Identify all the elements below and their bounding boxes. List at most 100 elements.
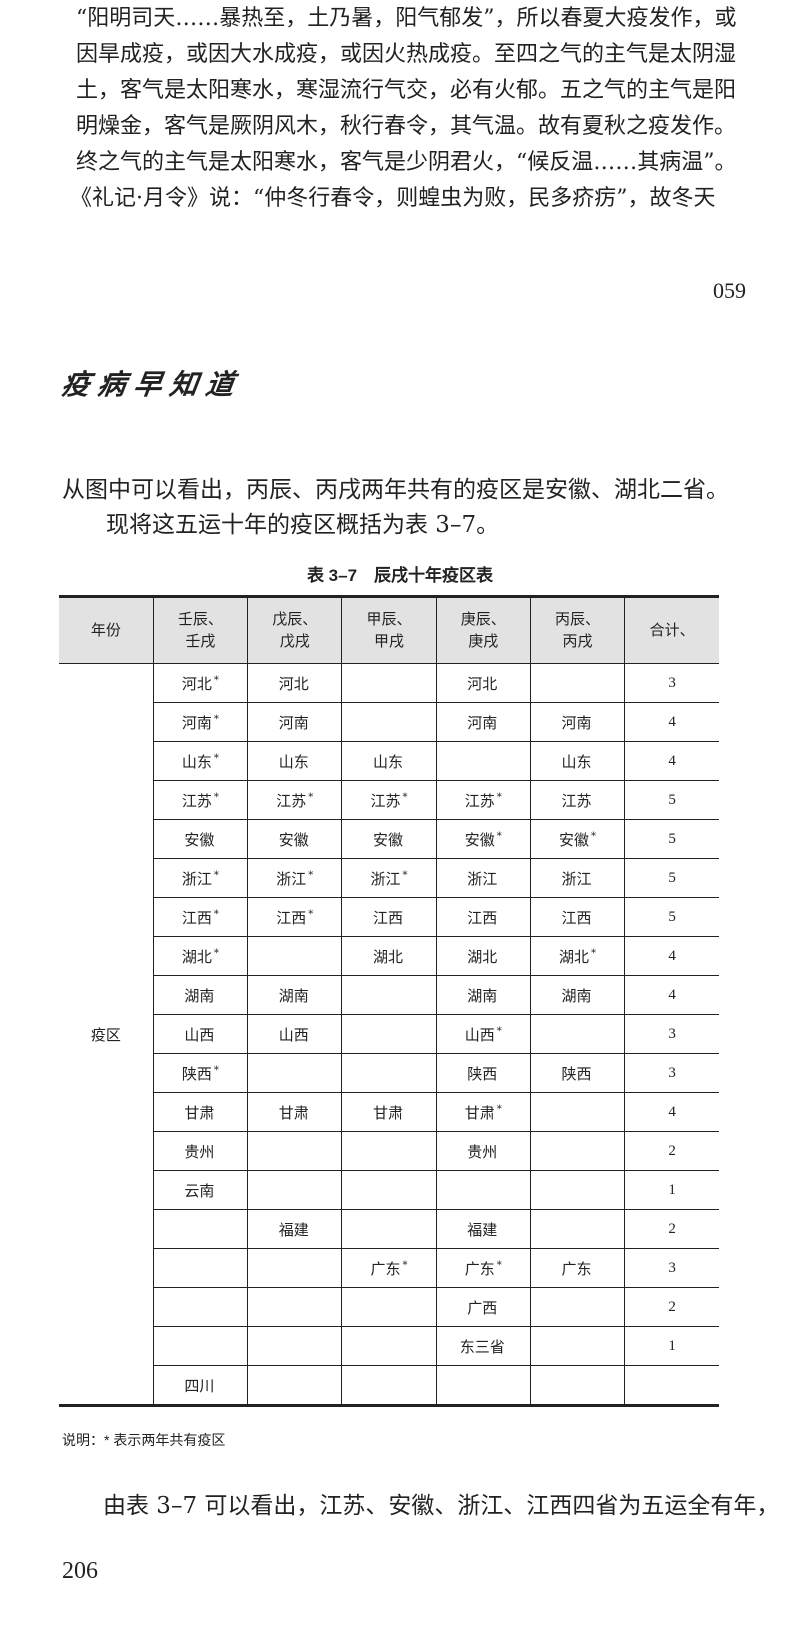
cell-text: 甘肃 <box>464 1103 495 1122</box>
cell-text: 甘肃 <box>372 1103 403 1122</box>
cell-text: 河北 <box>181 674 212 693</box>
column-header: 庚辰、 庚戌 <box>435 595 531 664</box>
table-cell: 河南 <box>435 702 531 742</box>
table-cell <box>152 1209 249 1249</box>
table-cell: 浙江 * <box>152 858 249 898</box>
text-line: 明燥金，客气是厥阴风木，秋行春令，其气温。故有夏秋之疫发作。 <box>76 114 737 139</box>
table-cell: 福建 <box>247 1209 343 1249</box>
shared-mark: * <box>213 1064 219 1076</box>
table-cell <box>529 1287 626 1327</box>
table-cell: 江西 * <box>247 897 343 937</box>
total-cell: 4 <box>624 975 719 1015</box>
shared-mark: * <box>402 869 408 881</box>
cell-text: 陕西 <box>181 1064 212 1083</box>
table-cell: 湖南 <box>152 975 249 1015</box>
table-cell: 江苏 <box>529 780 626 820</box>
table-cell: 江苏 * <box>341 780 437 820</box>
text-line: 因旱成疫，或因大水成疫，或因火热成疫。至四之气的主气是太阴湿 <box>76 42 737 67</box>
shared-mark: * <box>213 791 219 803</box>
book-header-title: 疫病早知道 <box>59 368 245 401</box>
table-cell <box>529 1092 626 1132</box>
total-cell <box>624 1365 719 1407</box>
page-number-bottom: 206 <box>62 1558 98 1584</box>
cell-text: 浙江 <box>561 869 592 888</box>
cell-text: 江苏 <box>181 791 212 810</box>
table-cell: 山西 <box>247 1014 343 1054</box>
shared-mark: * <box>213 713 219 725</box>
table-cell: 浙江 <box>435 858 531 898</box>
shared-mark: * <box>213 947 219 959</box>
table-row: 东三省 1 <box>59 1326 719 1366</box>
cell-text: 浙江 <box>276 869 307 888</box>
table-cell <box>341 1326 437 1366</box>
text-line: 终之气的主气是太阳寒水，客气是少阴君火，“候反温……其病温”。 <box>76 150 737 175</box>
closing-line: 由表 3–7 可以看出，江苏、安徽、浙江、江西四省为五运全有年， <box>103 1493 780 1519</box>
text-line: “阳明司天……暴热至，土乃暑，阳气郁发”，所以春夏大疫发作，或 <box>76 6 737 31</box>
total-cell: 3 <box>624 1053 719 1093</box>
table-cell <box>529 663 626 703</box>
table-cell: 江西 * <box>152 897 249 937</box>
shared-mark: * <box>402 791 408 803</box>
table-cell: 浙江 <box>529 858 626 898</box>
cell-text: 湖南 <box>184 986 215 1005</box>
cell-text: 河北 <box>278 674 309 693</box>
table-row: 陕西 * 陕西 陕西 3 <box>59 1053 719 1093</box>
body-line: 现将这五运十年的疫区概括为表 3–7。 <box>106 512 500 538</box>
total-cell: 1 <box>624 1170 719 1210</box>
table-row: 四川 <box>59 1365 719 1407</box>
shared-mark: * <box>496 1103 502 1115</box>
table-cell <box>341 1365 437 1407</box>
cell-text: 江西 <box>181 908 212 927</box>
table-cell <box>247 1053 343 1093</box>
table-cell <box>435 741 531 781</box>
table-cell <box>247 936 343 976</box>
cell-text: 江苏 <box>561 791 592 810</box>
table-cell <box>341 1287 437 1327</box>
shared-mark: * <box>308 869 314 881</box>
cell-text: 河南 <box>181 713 212 732</box>
shared-mark: * <box>213 908 219 920</box>
cell-text: 河南 <box>467 713 498 732</box>
total-cell: 4 <box>624 741 719 781</box>
shared-mark: * <box>496 1259 502 1271</box>
cell-text: 湖北 <box>181 947 212 966</box>
epidemic-region-table: 年份 壬辰、 壬戌 戊辰、 戊戌 甲辰、 甲戌 庚辰、 庚戌 丙辰、 丙戌 合计、 疫区 河北… <box>59 595 719 1407</box>
cell-text: 山东 <box>561 752 592 771</box>
table-cell: 广东 * <box>435 1248 531 1288</box>
cell-text: 贵州 <box>184 1142 215 1161</box>
table-row: 山东 * 山东 山东 山东 4 <box>59 741 719 781</box>
table-cell <box>247 1287 343 1327</box>
cell-text: 江西 <box>276 908 307 927</box>
total-cell: 4 <box>624 936 719 976</box>
total-cell: 2 <box>624 1209 719 1249</box>
cell-text: 四川 <box>184 1376 215 1395</box>
table-cell: 江苏 * <box>247 780 343 820</box>
shared-mark: * <box>496 830 502 842</box>
table-cell: 广东 * <box>341 1248 437 1288</box>
table-cell: 湖北 <box>435 936 531 976</box>
table-cell: 湖南 <box>435 975 531 1015</box>
table-cell: 甘肃 * <box>435 1092 531 1132</box>
table-cell: 陕西 <box>529 1053 626 1093</box>
cell-text: 江西 <box>372 908 403 927</box>
cell-text: 陕西 <box>467 1064 498 1083</box>
cell-text: 湖北 <box>467 947 498 966</box>
cell-text: 甘肃 <box>184 1103 215 1122</box>
table-cell: 安徽 <box>341 819 437 859</box>
cell-text: 安徽 <box>559 830 590 849</box>
cell-text: 湖南 <box>561 986 592 1005</box>
table-cell: 河南 <box>529 702 626 742</box>
table-row: 湖南 湖南 湖南 湖南 4 <box>59 975 719 1015</box>
table-row: 江苏 * 江苏 * 江苏 * 江苏 * 江苏 5 <box>59 780 719 820</box>
table-cell: 河南 <box>247 702 343 742</box>
table-row: 湖北 * 湖北 湖北 湖北 * 4 <box>59 936 719 976</box>
cell-text: 安徽 <box>184 830 215 849</box>
shared-mark: * <box>591 830 597 842</box>
table-row: 云南 1 <box>59 1170 719 1210</box>
shared-mark: * <box>213 674 219 686</box>
table-cell: 山东 <box>529 741 626 781</box>
cell-text: 江西 <box>561 908 592 927</box>
cell-text: 山东 <box>372 752 403 771</box>
table-row: 浙江 * 浙江 * 浙江 * 浙江 浙江 5 <box>59 858 719 898</box>
table-cell: 甘肃 <box>341 1092 437 1132</box>
